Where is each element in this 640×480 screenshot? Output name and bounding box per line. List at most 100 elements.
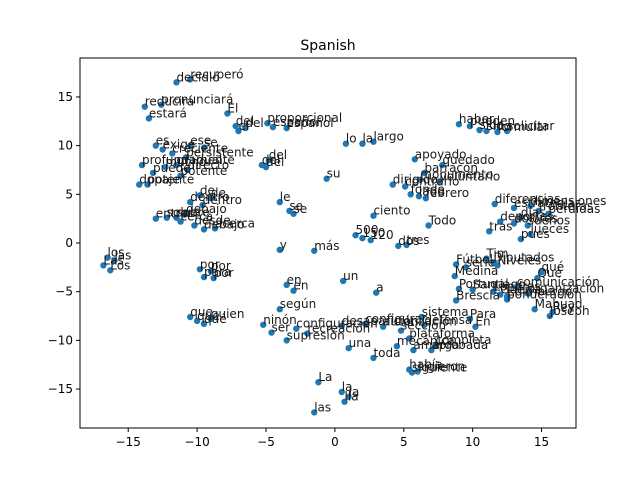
scatter-point [196,192,204,199]
scatter-point [200,226,208,233]
scatter-point [421,321,428,328]
scatter-point [362,320,369,328]
scatter-point [418,313,425,321]
scatter-point [311,409,318,416]
scatter-point [268,329,275,336]
point-label: por [214,266,234,280]
point-label: del [266,155,284,169]
scatter-point [338,388,345,396]
scatter-point [138,161,146,169]
scatter-point [370,354,377,362]
point-label: fronteras [539,199,593,213]
point-label: Mahuad [535,297,583,311]
point-label: sobre [167,206,200,220]
point-label: Las [103,253,123,267]
point-label: entre [156,207,188,221]
scatter-point [494,128,501,136]
scatter-point [144,181,151,188]
point-label: dimensiones [531,194,607,208]
scatter-point [283,337,290,344]
point-label: días [521,206,546,220]
point-label: dolores [514,212,558,226]
point-label: tres [407,233,430,247]
scatter-point [510,204,518,212]
scatter-point [224,110,231,117]
scatter-point [162,163,169,171]
point-label: un [343,269,358,283]
scatter-point [187,313,194,321]
point-label: dirigido [393,173,438,187]
scatter-point [415,193,423,200]
scatter-point [451,272,458,280]
point-label: aprobada [431,338,488,352]
x-tick-label: −5 [257,435,275,449]
point-label: sido [480,118,505,132]
scatter-point [497,218,504,225]
scatter-point [235,127,242,135]
point-label: acerca [215,216,255,230]
scatter-point [422,195,430,202]
point-label: ninón [263,313,297,327]
point-label: Londres [493,280,540,294]
scatter-point [549,308,556,316]
scatter-point [352,232,359,239]
point-label: persistente [186,145,254,159]
point-label: siguiente [412,361,467,375]
point-label: lado [419,184,445,198]
scatter-point [338,322,345,329]
point-label: del [262,153,280,167]
point-label: puede [153,161,191,175]
scatter-point [211,225,219,232]
scatter-point [173,161,180,169]
scatter-point [111,257,118,264]
scatter-point [421,169,428,177]
scatter-point [455,285,463,292]
point-label: sueños [528,213,570,227]
scatter-point [184,166,191,174]
scatter-point [524,222,531,229]
scatter-point [462,264,469,271]
point-label: del [269,148,287,162]
point-label: por [200,257,220,271]
point-label: mucho [165,155,206,169]
scatter-point [403,241,410,249]
point-label: decidió [176,70,219,84]
point-label: dopaje [139,173,180,187]
scatter-point [406,335,413,342]
scatter-point [200,320,208,328]
scatter-point [452,297,460,304]
point-label: configurar [365,312,427,326]
point-label: español [273,115,320,129]
scatter-point [339,277,347,285]
point-label: pérdidas [548,202,600,216]
scatter-point [503,127,511,135]
scatter-point [276,246,283,254]
point-label: que [190,305,213,319]
x-tick-label: 0 [331,435,339,449]
scatter-point [476,126,483,134]
point-label: serie [466,255,495,269]
point-label: lla [345,390,359,404]
scatter-point [483,127,490,135]
point-label: dentro [190,190,229,204]
point-label: voluntario [440,170,501,184]
point-label: había [409,358,442,372]
scatter-point [290,287,297,294]
scatter-point [342,140,350,147]
scatter-point [304,330,311,337]
point-label: 120 [371,228,394,242]
point-label: apoyado [415,147,467,161]
point-label: La [318,370,332,384]
scatter-point [490,288,497,295]
point-label: en [294,279,309,293]
point-label: configuración [296,317,378,331]
point-label: lueces [531,222,570,236]
scatter-point [373,289,380,296]
scatter-point [345,344,352,352]
point-label: potente [148,173,195,187]
point-label: las [314,400,331,414]
point-label: cerca [181,210,214,224]
x-tick-label: −15 [116,435,141,449]
scatter-point [276,306,283,313]
